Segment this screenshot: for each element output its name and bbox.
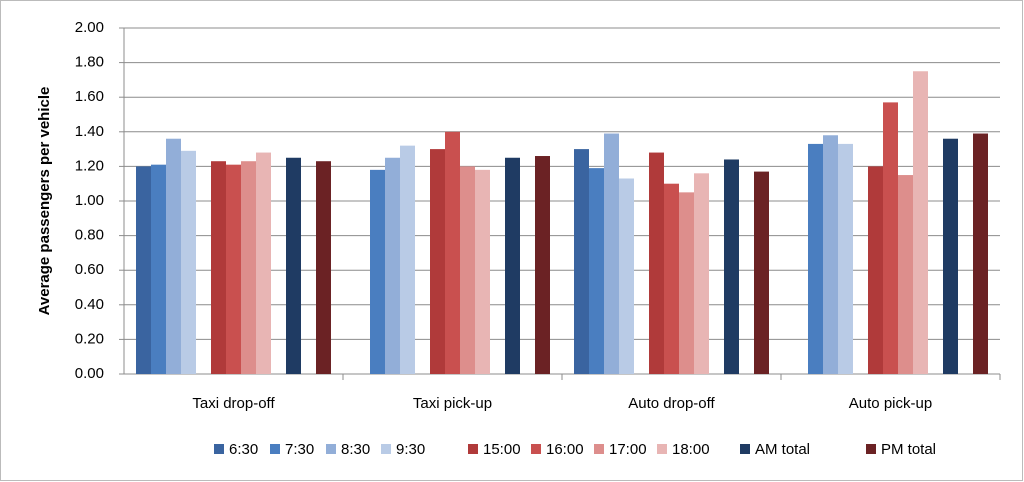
- bar: [574, 149, 589, 374]
- bar: [475, 169, 490, 374]
- bar: [211, 161, 226, 374]
- x-tick-label: Taxi pick-up: [413, 395, 492, 412]
- bar: [151, 164, 166, 374]
- legend-swatch: [531, 444, 541, 454]
- bar: [166, 138, 181, 374]
- legend-label: 18:00: [672, 441, 710, 458]
- legend-label: 7:30: [285, 441, 314, 458]
- bar: [400, 145, 415, 374]
- bar: [694, 173, 709, 374]
- y-tick-label: 1.80: [75, 54, 104, 71]
- bar: [943, 138, 958, 374]
- legend-label: PM total: [881, 441, 936, 458]
- bar: [316, 161, 331, 374]
- y-tick-label: 0.80: [75, 227, 104, 244]
- bar: [505, 157, 520, 374]
- legend-label: 9:30: [396, 441, 425, 458]
- bar: [241, 161, 256, 374]
- legend-label: 16:00: [546, 441, 584, 458]
- y-tick-label: 1.00: [75, 192, 104, 209]
- bar: [136, 166, 151, 374]
- bar: [754, 171, 769, 374]
- x-tick-label: Taxi drop-off: [192, 395, 275, 412]
- legend-swatch: [270, 444, 280, 454]
- bar: [604, 133, 619, 374]
- y-tick-label: 0.00: [75, 365, 104, 382]
- bar: [868, 166, 883, 374]
- y-tick-label: 0.40: [75, 296, 104, 313]
- bar: [898, 175, 913, 374]
- bar: [664, 183, 679, 374]
- bar: [286, 157, 301, 374]
- y-tick-label: 1.20: [75, 157, 104, 174]
- legend-swatch: [381, 444, 391, 454]
- bar: [679, 192, 694, 374]
- y-tick-label: 0.20: [75, 330, 104, 347]
- legend-label: 8:30: [341, 441, 370, 458]
- legend-swatch: [594, 444, 604, 454]
- y-tick-label: 0.60: [75, 261, 104, 278]
- legend-swatch: [866, 444, 876, 454]
- bar: [385, 157, 400, 374]
- y-tick-label: 1.60: [75, 88, 104, 105]
- legend-label: 17:00: [609, 441, 647, 458]
- legend-label: AM total: [755, 441, 810, 458]
- y-tick-label: 2.00: [75, 19, 104, 36]
- legend-label: 6:30: [229, 441, 258, 458]
- bar: [823, 135, 838, 374]
- bar: [724, 159, 739, 374]
- bar: [226, 164, 241, 374]
- bar: [535, 156, 550, 374]
- bar: [370, 169, 385, 374]
- x-tick-label: Auto drop-off: [628, 395, 715, 412]
- bar: [649, 152, 664, 374]
- bar: [445, 131, 460, 374]
- bar: [256, 152, 271, 374]
- bar: [883, 102, 898, 374]
- y-axis-label: Average passengers per vehicle: [36, 87, 53, 316]
- legend-label: 15:00: [483, 441, 521, 458]
- bar: [973, 133, 988, 374]
- legend-swatch: [214, 444, 224, 454]
- legend-swatch: [657, 444, 667, 454]
- y-tick-label: 1.40: [75, 123, 104, 140]
- bar: [619, 178, 634, 374]
- bar: [460, 166, 475, 374]
- legend-swatch: [468, 444, 478, 454]
- bar: [589, 168, 604, 374]
- legend-swatch: [326, 444, 336, 454]
- bar: [913, 71, 928, 374]
- legend-swatch: [740, 444, 750, 454]
- x-tick-label: Auto pick-up: [849, 395, 932, 412]
- bar: [808, 143, 823, 374]
- bar: [181, 150, 196, 374]
- bar: [838, 143, 853, 374]
- bar: [430, 149, 445, 374]
